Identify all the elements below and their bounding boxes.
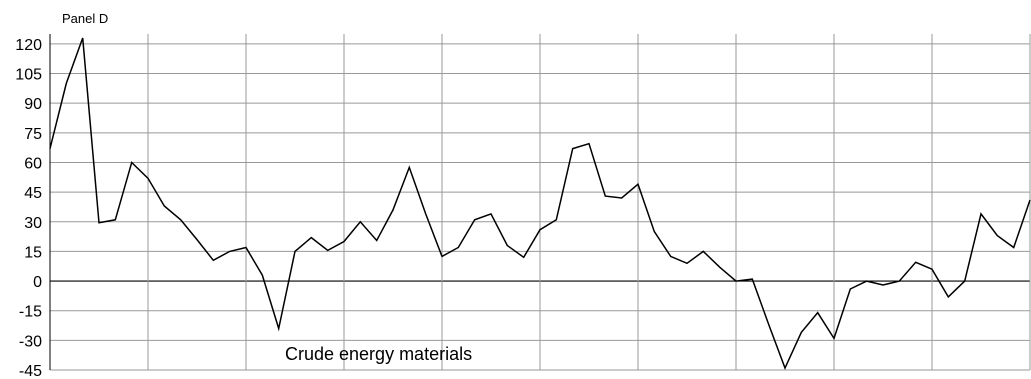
y-tick-label: -30 <box>19 333 42 350</box>
series-annotation: Crude energy materials <box>285 344 472 364</box>
y-tick-label: 30 <box>24 215 42 232</box>
y-tick-label: 45 <box>24 185 42 202</box>
y-tick-labels: 120 105 90 75 60 45 30 15 0 -15 -30 -45 <box>15 37 42 379</box>
y-tick-label: -45 <box>19 363 42 379</box>
y-tick-label: -15 <box>19 304 42 321</box>
gridlines <box>49 34 1031 371</box>
y-tick-label: 75 <box>24 126 42 143</box>
y-tick-label: 0 <box>33 274 42 291</box>
y-tick-label: 15 <box>24 244 42 261</box>
series-line <box>49 37 1031 370</box>
y-tick-label: 90 <box>24 96 42 113</box>
panel-title: Panel D <box>62 11 108 26</box>
y-tick-label: 105 <box>15 67 42 84</box>
y-tick-label: 120 <box>15 37 42 54</box>
y-tick-label: 60 <box>24 155 42 172</box>
